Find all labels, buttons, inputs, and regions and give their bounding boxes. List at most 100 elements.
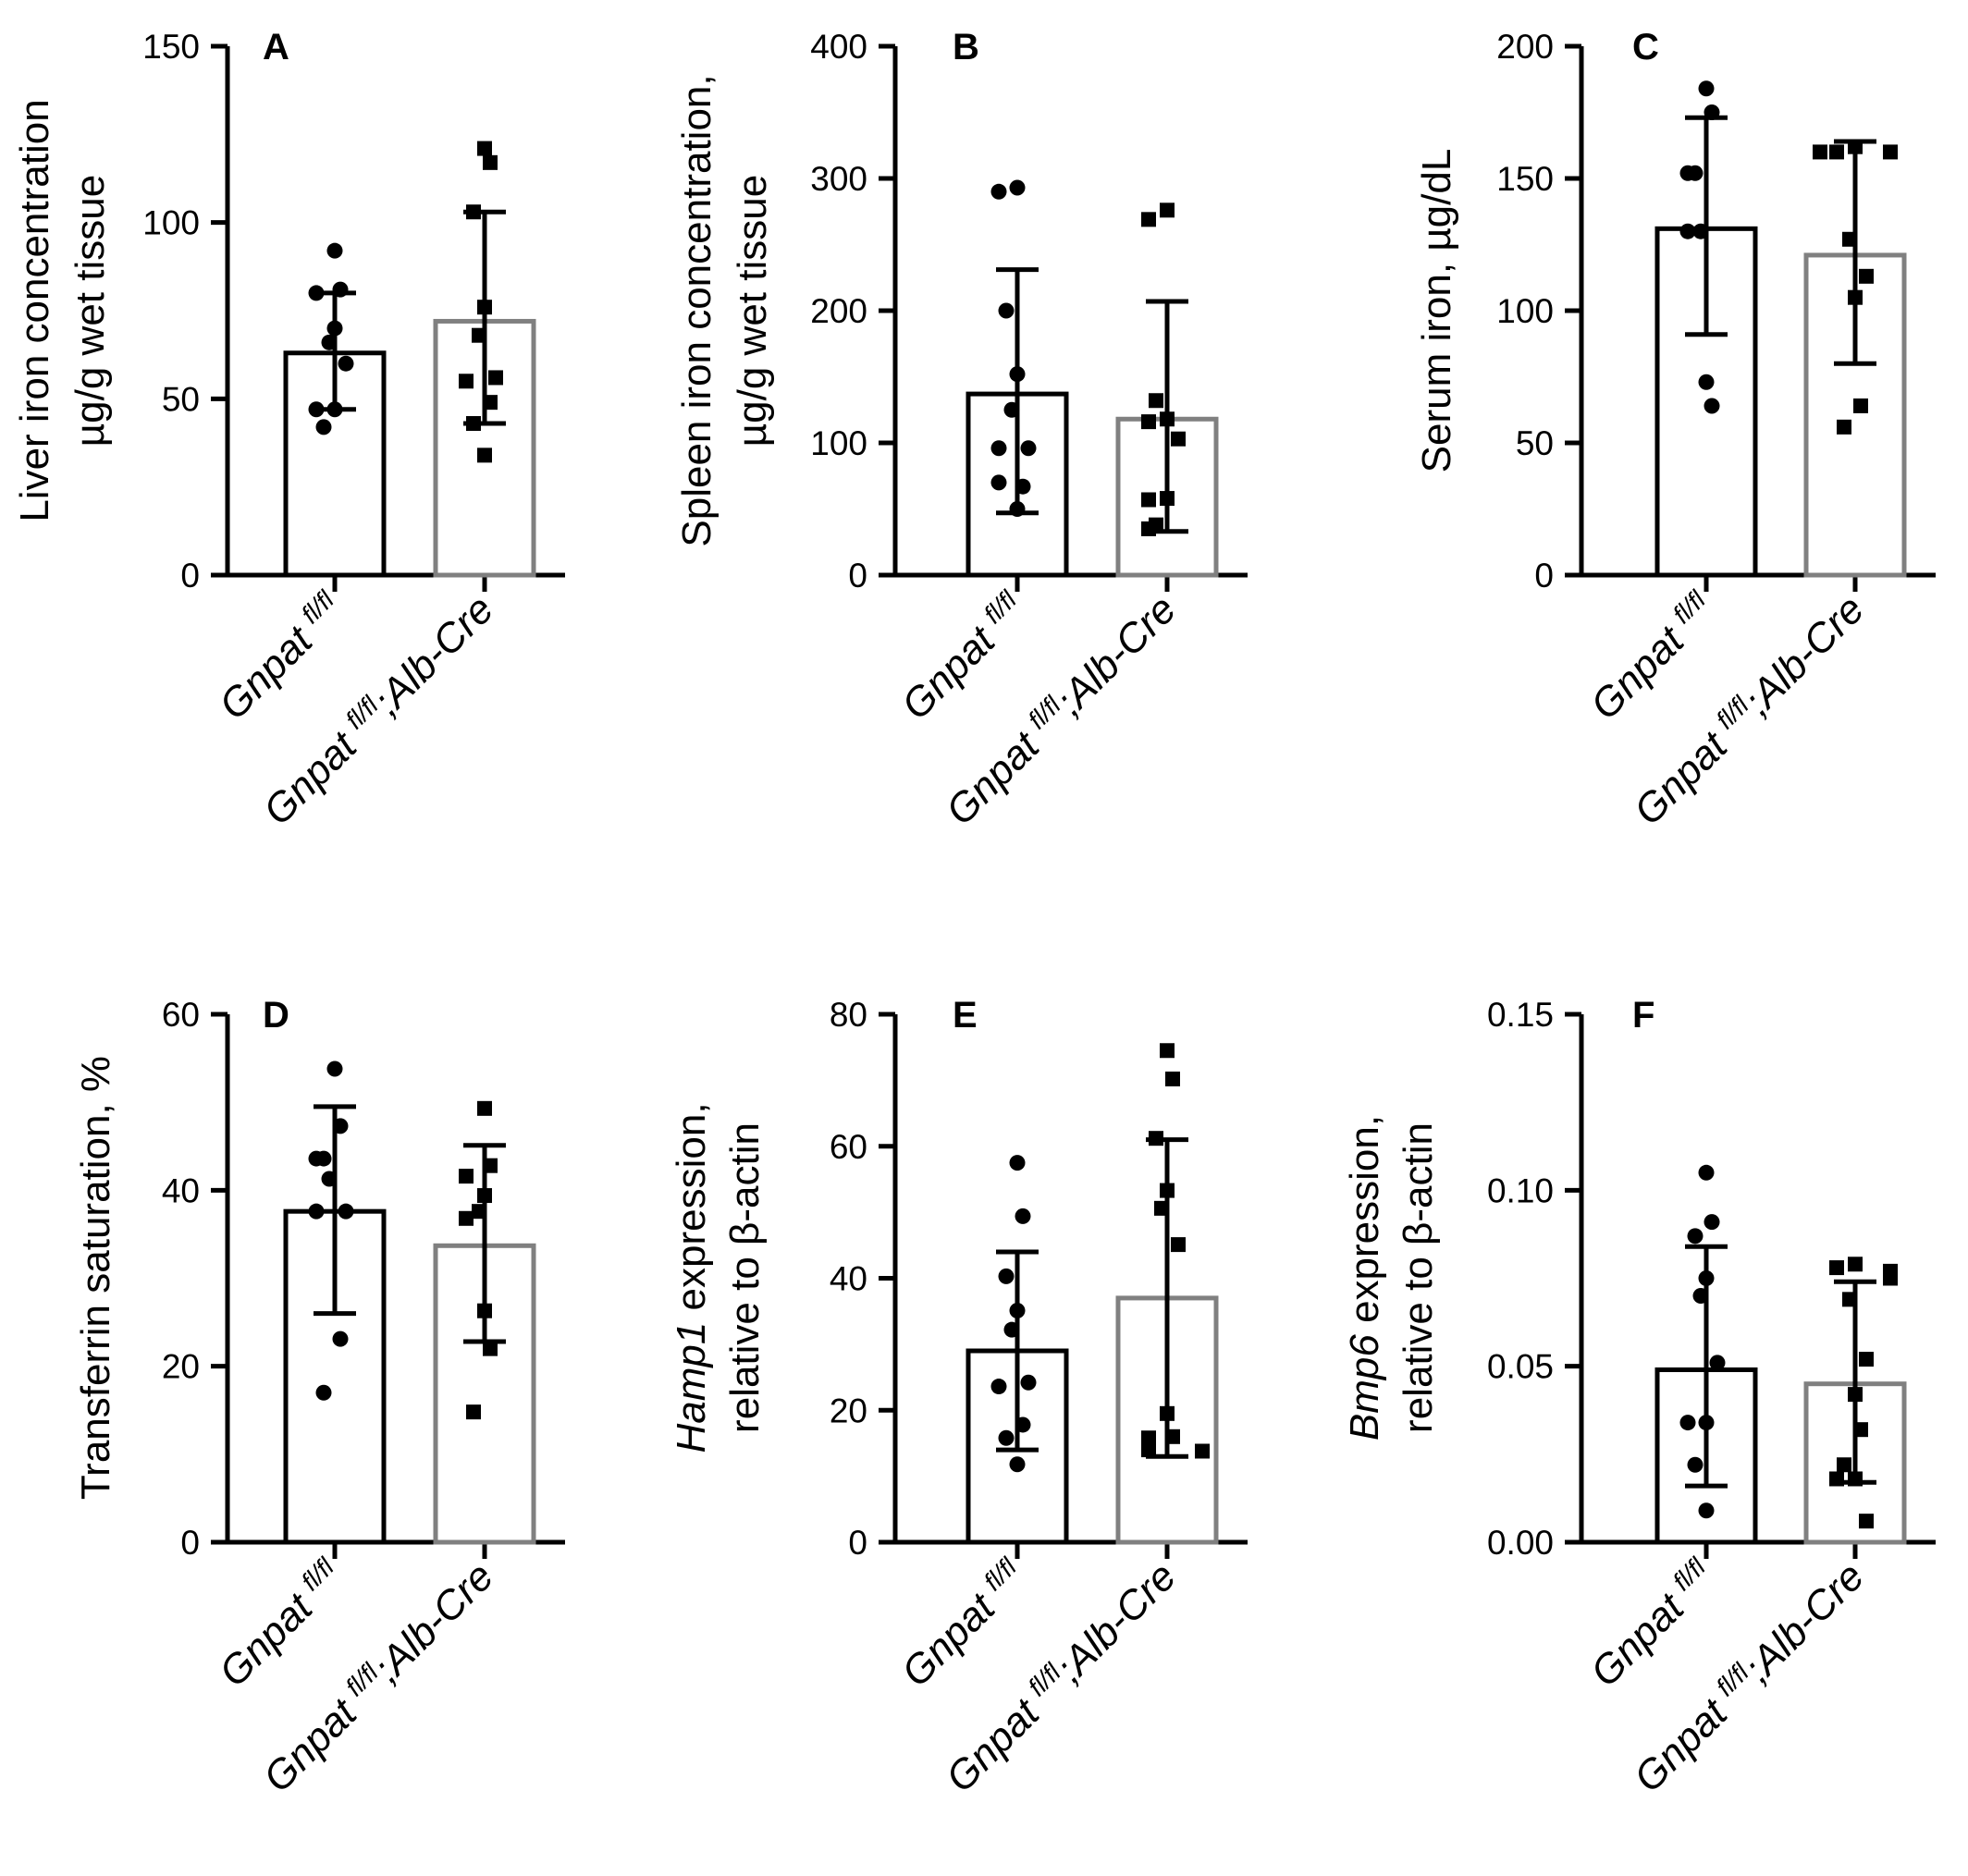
data-point (1195, 1443, 1210, 1459)
data-point (483, 395, 498, 411)
data-point (483, 1158, 498, 1173)
data-point (326, 242, 343, 259)
data-point (1160, 1043, 1175, 1059)
data-point (1837, 419, 1851, 435)
panel-letter: E (953, 995, 978, 1036)
y-axis-label-part: Liver iron concentration (12, 99, 57, 521)
data-point (1165, 1071, 1180, 1086)
data-point (1859, 268, 1874, 284)
category-base: Gnpat (211, 1577, 329, 1696)
y-tick-label: 0 (180, 1524, 200, 1562)
x-category-label: Gnpat fl/fl (209, 584, 352, 728)
data-point (472, 327, 486, 343)
data-point (1165, 1428, 1180, 1444)
data-point (321, 334, 338, 350)
data-point (459, 1210, 474, 1226)
data-point (1848, 139, 1863, 154)
panel-d: 0 20 40 60 Transferrin saturation, % D Gnpat f… (73, 995, 565, 1801)
data-point (998, 302, 1015, 319)
data-point (459, 374, 474, 389)
category-suffix: ;Alb-Cre (1735, 586, 1873, 724)
data-point (990, 1379, 1007, 1395)
data-point (1171, 1237, 1186, 1253)
x-category-label: Gnpat fl/fl (209, 1551, 352, 1695)
y-axis-label-part: Hamp1 (669, 1322, 714, 1453)
data-point (466, 1404, 481, 1420)
data-point (1883, 144, 1898, 160)
y-axis-label-part: Bmp6 (1342, 1334, 1387, 1441)
y-axis-label: µg/g wet tissue (68, 175, 113, 447)
y-tick-label: 150 (1496, 160, 1554, 198)
data-point (1141, 492, 1156, 508)
data-point (1003, 401, 1020, 418)
data-point (1020, 1374, 1037, 1391)
y-axis-label-part: Transferrin saturation, % (73, 1056, 118, 1500)
category-suffix: ;Alb-Cre (1735, 1553, 1873, 1691)
y-tick-label: 150 (142, 28, 200, 66)
category-base: Gnpat (255, 716, 374, 834)
data-point (1859, 1352, 1874, 1367)
data-point (1859, 1514, 1874, 1529)
y-axis-label-part: µg/g wet tissue (68, 175, 113, 447)
category-base: Gnpat (1626, 716, 1744, 834)
data-point (332, 1118, 349, 1134)
data-point (1687, 1456, 1704, 1473)
y-tick-label: 20 (830, 1392, 867, 1429)
y-tick-label: 0.00 (1487, 1524, 1554, 1562)
data-point (338, 1203, 354, 1220)
data-point (1009, 1155, 1026, 1171)
x-category-label: Gnpat fl/fl (1581, 1551, 1724, 1695)
data-point (1141, 521, 1156, 536)
category-base: Gnpat (893, 610, 1012, 729)
y-tick-label: 80 (830, 996, 867, 1034)
data-point (1848, 1387, 1863, 1403)
data-point (1853, 398, 1868, 413)
data-point (1829, 144, 1844, 160)
y-tick-label: 100 (810, 424, 867, 462)
data-point (338, 355, 354, 372)
y-axis-label: Bmp6 expression, (1342, 1115, 1387, 1441)
data-point (1679, 223, 1696, 239)
data-point (315, 419, 332, 435)
category-suffix: ;Alb-Cre (1047, 586, 1185, 724)
data-point (326, 320, 343, 337)
data-point (321, 1171, 338, 1187)
panel-letter: A (263, 27, 289, 67)
data-point (1813, 144, 1827, 160)
category-suffix: ;Alb-Cre (364, 1553, 502, 1691)
data-point (1171, 431, 1186, 447)
panel-b: 0 100 200 300 400 Spleen iron concentration, µ… (674, 27, 1248, 834)
data-point (1698, 1415, 1715, 1431)
y-axis-label-part: relative to β-actin (722, 1122, 768, 1433)
data-point (1829, 1471, 1844, 1487)
y-tick-label: 300 (810, 160, 867, 198)
y-tick-label: 0 (848, 1524, 867, 1562)
data-point (990, 440, 1007, 457)
y-tick-label: 60 (162, 996, 200, 1034)
data-point (477, 1303, 492, 1318)
data-point (308, 1150, 325, 1167)
data-point (1837, 1457, 1851, 1473)
category-base: Gnpat (211, 610, 329, 729)
y-tick-label: 0 (180, 557, 200, 595)
category-base: Gnpat (1582, 1577, 1701, 1696)
data-point (1020, 440, 1037, 457)
category-base: Gnpat (1582, 610, 1701, 729)
data-point (990, 474, 1007, 491)
panel-e: 0 20 40 60 80 Hamp1 expression, relative to β-… (669, 995, 1248, 1801)
data-point (1704, 1214, 1720, 1231)
data-point (483, 1341, 498, 1356)
y-axis-label-part: expression, (1342, 1115, 1387, 1334)
x-category-label: Gnpat fl/fl (1581, 584, 1724, 728)
category-suffix: ;Alb-Cre (364, 586, 502, 724)
data-point (477, 300, 492, 315)
data-point (998, 1268, 1015, 1284)
data-point (483, 154, 498, 170)
y-axis-label: Serum iron, µg/dL (1414, 149, 1459, 473)
y-tick-label: 0.05 (1487, 1348, 1554, 1386)
data-point (1160, 1183, 1175, 1198)
data-point (332, 1330, 349, 1347)
y-tick-label: 40 (830, 1260, 867, 1298)
data-point (1709, 1355, 1726, 1371)
panel-a: 0 50 100 150 Liver iron concentration µg/g we… (12, 27, 565, 834)
